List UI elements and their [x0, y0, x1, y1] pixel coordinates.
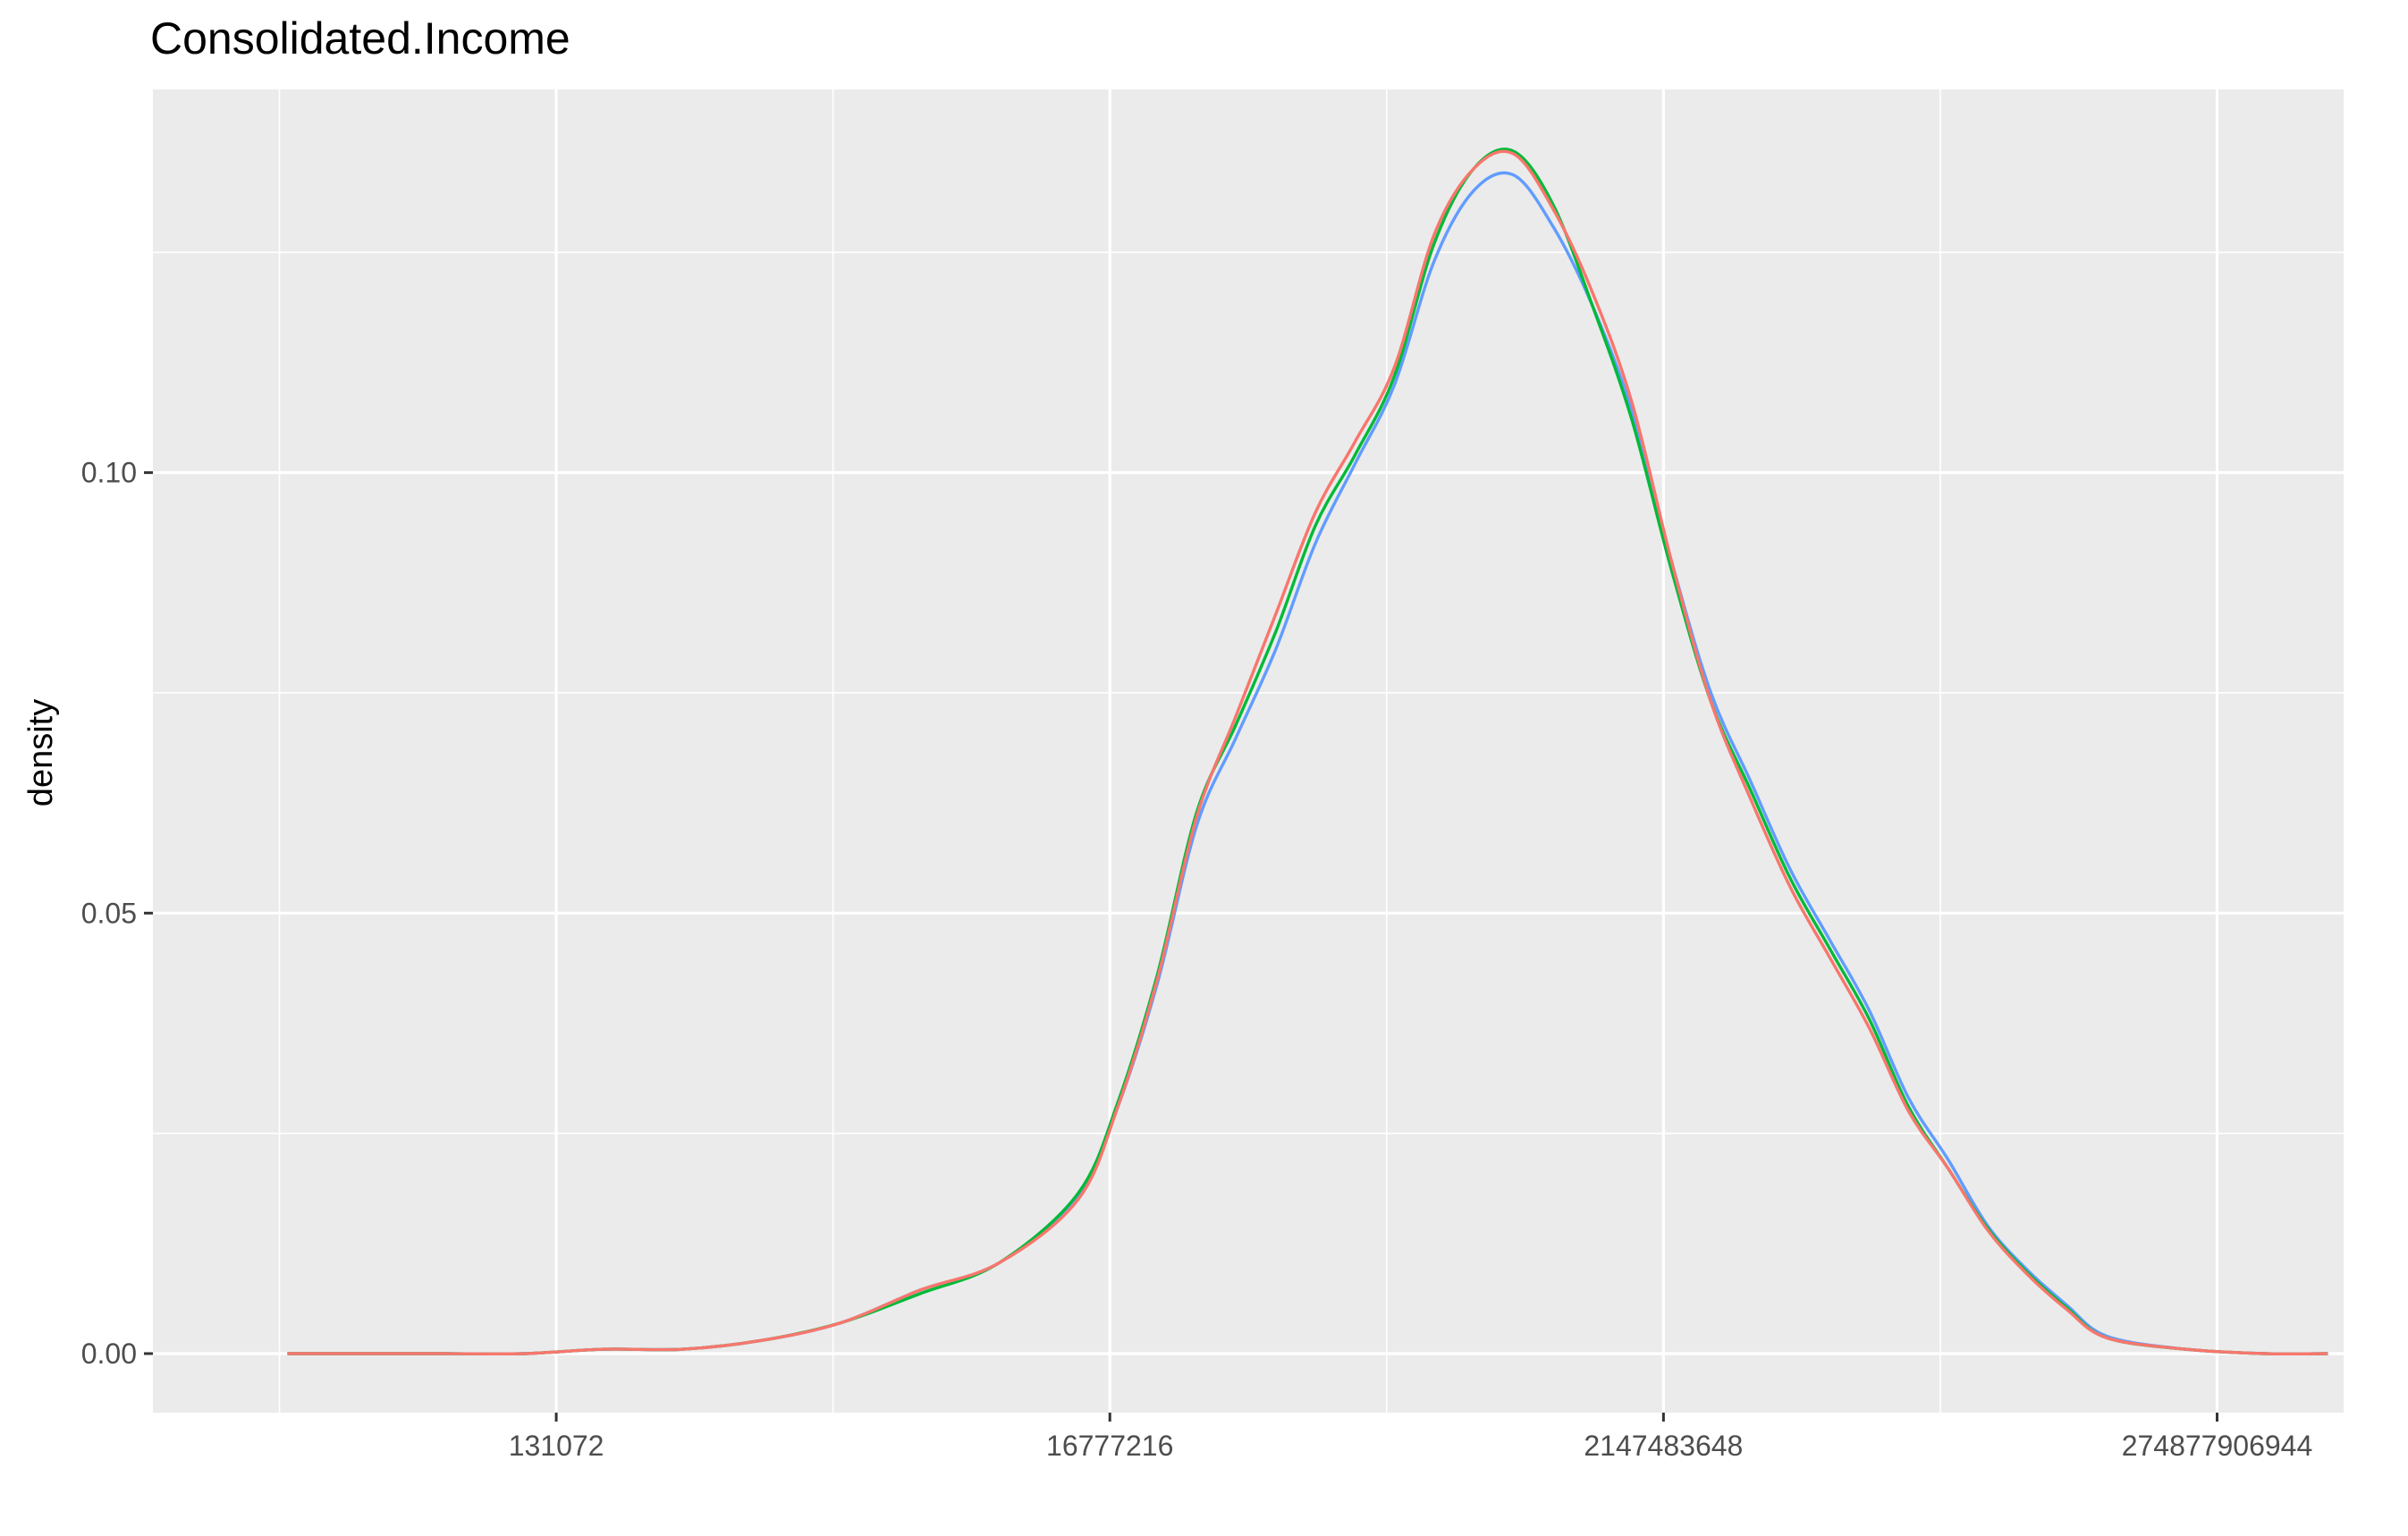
x-tick-label: 274877906944 [2122, 1430, 2313, 1462]
density-lines [287, 148, 2328, 1356]
x-tick-label: 16777216 [1046, 1430, 1173, 1462]
chart-title: Consolidated.Income [150, 13, 570, 63]
x-tick-label: 2147483648 [1584, 1430, 1743, 1462]
y-tick-label: 0.05 [81, 897, 137, 929]
density-line-3 [287, 149, 2328, 1356]
y-tick-label: 0.10 [81, 457, 137, 489]
y-axis: 0.00 0.05 0.10 [81, 457, 153, 1370]
y-axis-title: density [22, 699, 60, 806]
x-tick-label: 131072 [509, 1430, 604, 1462]
plot-panel [153, 89, 2344, 1413]
x-axis: 131072 16777216 2147483648 274877906944 [509, 1413, 2313, 1462]
y-tick-label: 0.00 [81, 1338, 137, 1370]
